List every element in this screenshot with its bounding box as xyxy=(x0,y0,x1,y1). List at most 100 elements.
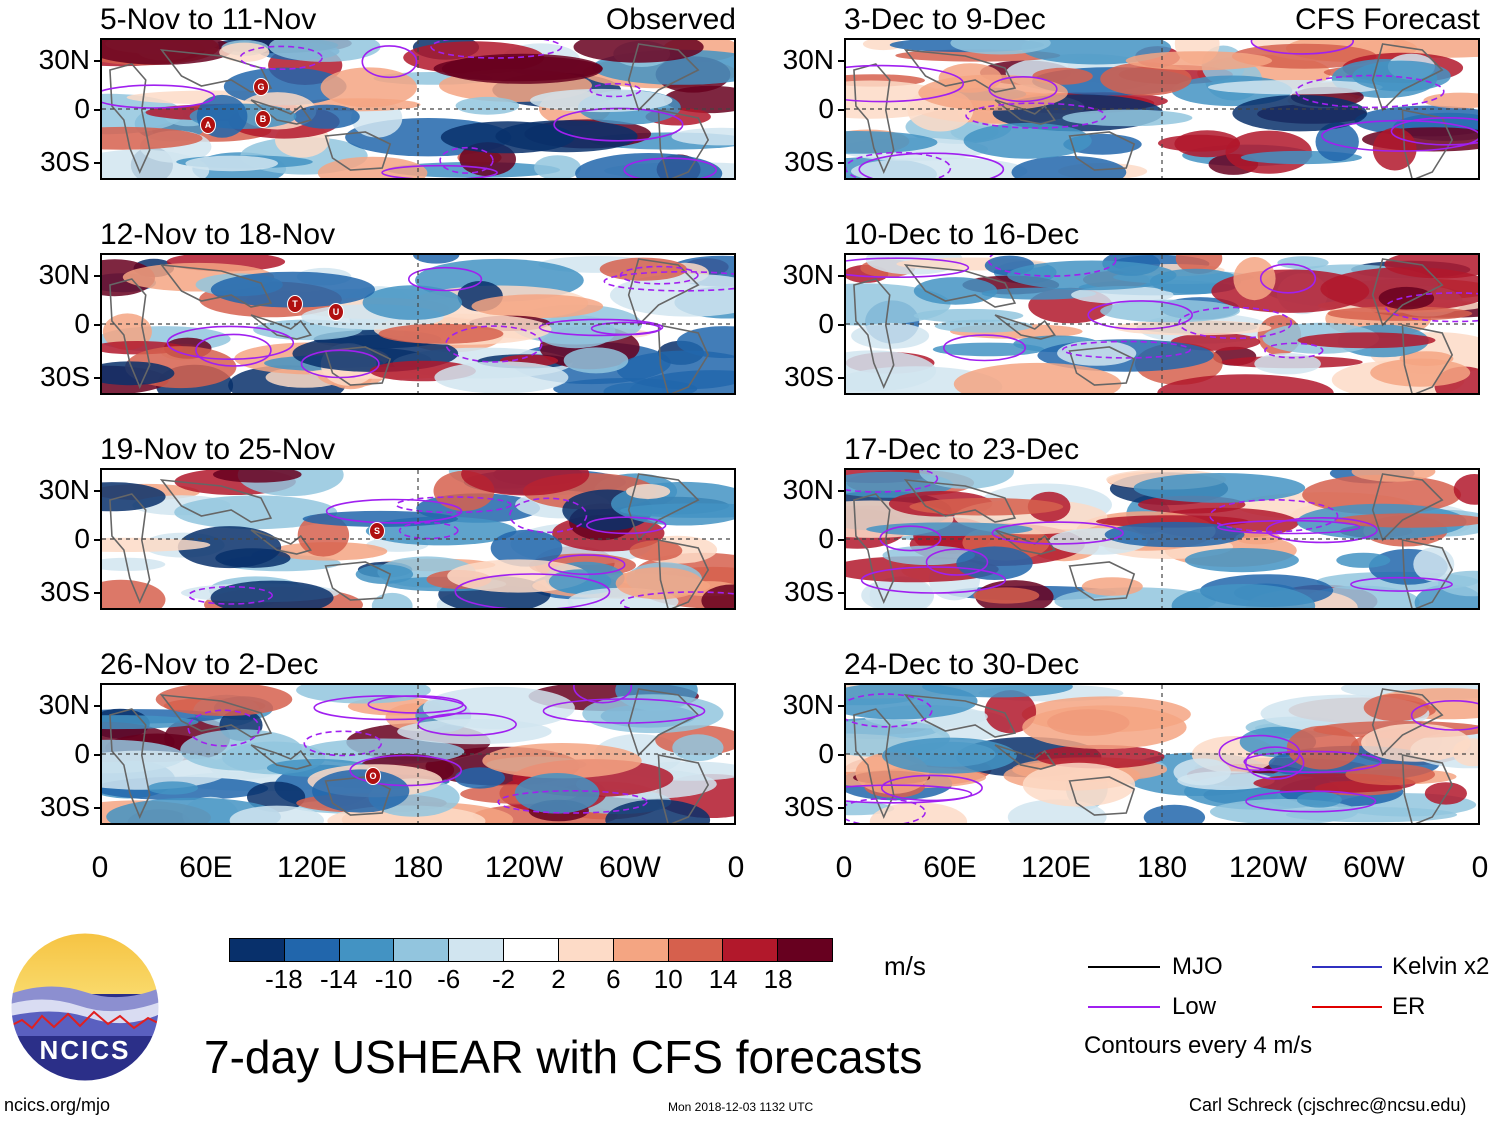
latitude-tick xyxy=(838,592,844,594)
panel-title: 19-Nov to 25-Nov xyxy=(100,433,336,466)
latitude-tick xyxy=(838,490,844,492)
panel-title: 26-Nov to 2-Dec xyxy=(100,648,319,681)
colorbar-label: -2 xyxy=(491,964,516,994)
latitude-label: 0 xyxy=(74,738,90,769)
legend-label-er: ER xyxy=(1392,993,1426,1020)
latitude-label: 0 xyxy=(818,738,834,769)
latitude-tick xyxy=(838,324,844,326)
map-panel xyxy=(100,468,736,610)
latitude-tick xyxy=(838,807,844,809)
latitude-tick xyxy=(838,705,844,707)
latitude-tick xyxy=(838,60,844,62)
latitude-tick xyxy=(94,807,100,809)
latitude-label: 30N xyxy=(782,474,834,505)
storm-marker: G xyxy=(253,78,269,96)
storm-marker: T xyxy=(287,295,303,313)
latitude-label: 30N xyxy=(38,259,90,290)
footer-link[interactable]: ncics.org/mjo xyxy=(4,1095,111,1115)
panel-source-label: Observed xyxy=(605,3,736,36)
latitude-tick xyxy=(838,377,844,379)
latitude-label: 30N xyxy=(782,259,834,290)
panel-source-label: CFS Forecast xyxy=(1294,3,1480,36)
colorbar xyxy=(229,938,833,962)
colorbar-segment xyxy=(778,939,832,961)
latitude-label: 30S xyxy=(40,576,90,607)
ncics-logo[interactable]: NCICS xyxy=(10,932,160,1082)
colorbar-segment xyxy=(613,939,669,961)
panel-title: 12-Nov to 18-Nov xyxy=(100,218,336,251)
colorbar-segment xyxy=(339,939,395,961)
colorbar-segment xyxy=(394,939,450,961)
colorbar-label: 10 xyxy=(653,964,683,994)
latitude-tick xyxy=(838,109,844,111)
colorbar-segment xyxy=(284,939,340,961)
legend-label-kelvin: Kelvin x2 xyxy=(1392,953,1490,980)
legend-note: Contours every 4 m/s xyxy=(1084,1032,1313,1059)
latitude-label: 30S xyxy=(784,576,834,607)
colorbar-segment xyxy=(504,939,559,961)
colorbar-segment xyxy=(668,939,724,961)
colorbar-segment xyxy=(230,939,285,961)
latitude-tick xyxy=(838,754,844,756)
latitude-tick xyxy=(838,539,844,541)
longitude-label: 0 xyxy=(835,851,853,884)
panel-title: 17-Dec to 23-Dec xyxy=(844,433,1080,466)
colorbar-label: 18 xyxy=(763,964,793,994)
panel-title: 10-Dec to 16-Dec xyxy=(844,218,1080,251)
latitude-tick xyxy=(94,109,100,111)
longitude-label: 0 xyxy=(727,851,745,884)
longitude-label: 60E xyxy=(179,851,233,884)
map-panel xyxy=(844,468,1480,610)
storm-marker: O xyxy=(365,767,381,785)
latitude-tick xyxy=(94,377,100,379)
legend-line-kelvin xyxy=(1312,966,1382,968)
longitude-label: 120E xyxy=(1020,851,1092,884)
latitude-label: 0 xyxy=(74,523,90,554)
latitude-label: 30S xyxy=(40,361,90,392)
longitude-label: 60E xyxy=(923,851,977,884)
storm-marker: A xyxy=(200,116,216,134)
storm-marker: U xyxy=(328,303,344,321)
latitude-label: 0 xyxy=(818,523,834,554)
colorbar-label: -10 xyxy=(374,964,413,994)
latitude-tick xyxy=(94,275,100,277)
longitude-label: 0 xyxy=(1471,851,1489,884)
latitude-label: 30N xyxy=(782,44,834,75)
latitude-label: 30N xyxy=(782,689,834,720)
colorbar-units: m/s xyxy=(884,951,926,981)
colorbar-segment xyxy=(449,939,505,961)
latitude-tick xyxy=(94,490,100,492)
latitude-tick xyxy=(94,754,100,756)
colorbar-label: 6 xyxy=(606,964,621,994)
colorbar-label: -18 xyxy=(265,964,303,994)
storm-marker: B xyxy=(255,110,271,128)
map-panel xyxy=(844,38,1480,180)
map-panel xyxy=(100,38,736,180)
logo-text: NCICS xyxy=(39,1035,131,1065)
legend-line-low xyxy=(1088,1006,1160,1008)
legend-label-mjo: MJO xyxy=(1172,953,1223,980)
panel-title: 24-Dec to 30-Dec xyxy=(844,648,1080,681)
latitude-label: 30S xyxy=(784,791,834,822)
legend-label-low: Low xyxy=(1172,993,1217,1020)
latitude-tick xyxy=(94,592,100,594)
map-panel xyxy=(844,683,1480,825)
latitude-label: 30S xyxy=(784,361,834,392)
longitude-label: 120W xyxy=(1228,851,1308,884)
longitude-label: 120E xyxy=(276,851,348,884)
colorbar-segment xyxy=(558,939,614,961)
latitude-label: 0 xyxy=(818,93,834,124)
footer-timestamp: Mon 2018-12-03 1132 UTC xyxy=(668,1100,814,1114)
latitude-tick xyxy=(94,705,100,707)
latitude-label: 30S xyxy=(40,791,90,822)
latitude-tick xyxy=(838,275,844,277)
latitude-label: 30N xyxy=(38,689,90,720)
panel-title: 3-Dec to 9-Dec xyxy=(844,3,1046,36)
page-title: 7-day USHEAR with CFS forecasts xyxy=(204,1031,923,1083)
colorbar-label: 14 xyxy=(708,964,738,994)
latitude-tick xyxy=(94,539,100,541)
map-panel xyxy=(844,253,1480,395)
latitude-label: 0 xyxy=(818,308,834,339)
latitude-label: 30N xyxy=(38,474,90,505)
latitude-tick xyxy=(94,60,100,62)
